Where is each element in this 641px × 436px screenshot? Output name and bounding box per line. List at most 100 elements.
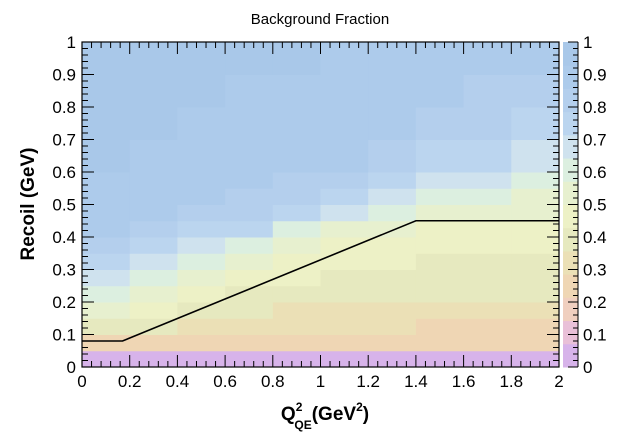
- heatmap-cell: [272, 285, 321, 303]
- heatmap-cell: [511, 74, 560, 108]
- heatmap-cell: [368, 269, 417, 287]
- heatmap-cell: [320, 318, 369, 335]
- heatmap-cell: [415, 334, 465, 352]
- colorbar-segment: [563, 65, 578, 89]
- heatmap-cell: [129, 172, 178, 189]
- heatmap-cell: [415, 107, 465, 140]
- heatmap-cell: [225, 204, 274, 222]
- heatmap-cell: [225, 42, 274, 75]
- heatmap-cell: [272, 237, 321, 254]
- heatmap-cell: [272, 139, 321, 173]
- heatmap-cell: [129, 237, 178, 254]
- heatmap-cell: [415, 42, 465, 75]
- x-axis-title-unit-close: ): [363, 404, 369, 425]
- colorbar-segment: [563, 204, 578, 229]
- heatmap-cell: [82, 74, 131, 108]
- colorbar-tick-label: 0.1: [583, 326, 607, 345]
- heatmap-cell: [463, 269, 512, 287]
- y-tick-label: 0.2: [52, 293, 76, 312]
- heatmap-cell: [177, 334, 226, 352]
- heatmap-cell: [272, 204, 321, 222]
- heatmap-cell: [415, 139, 465, 173]
- y-axis-ticks: 0 0.1 0.2 0.3 0.4 0.5 0.6 0.7 0.8 0.9 1: [52, 33, 559, 377]
- heatmap-cell: [511, 172, 560, 189]
- heatmap-cell: [368, 107, 417, 140]
- heatmap-cell: [177, 42, 226, 75]
- y-tick-label: 0.1: [52, 326, 76, 345]
- x-axis-title: Q2 QE(GeV2): [281, 400, 369, 432]
- heatmap-cell: [511, 253, 560, 270]
- heatmap-cell: [511, 350, 560, 368]
- x-tick-label: 0.6: [213, 372, 237, 391]
- x-axis-title-unit: (GeV: [312, 404, 357, 425]
- heatmap-cell: [272, 253, 321, 270]
- x-tick-label: 0: [77, 372, 86, 391]
- heatmap-cell: [225, 139, 274, 173]
- heatmap-cell: [320, 107, 369, 140]
- heatmap-cell: [225, 302, 274, 319]
- colorbar-tick-label: 0.8: [583, 98, 607, 117]
- heatmap-cell: [82, 318, 131, 335]
- heatmap-cell: [368, 74, 417, 108]
- heatmap-cell: [82, 237, 131, 254]
- y-tick-label: 0.8: [52, 98, 76, 117]
- colorbar-tick-label: 0.5: [583, 196, 607, 215]
- y-tick-label: 0.5: [52, 196, 76, 215]
- heatmap-cell: [129, 74, 178, 108]
- colorbar-tick-label: 1: [583, 33, 592, 52]
- heatmap-cell: [129, 334, 178, 352]
- x-tick-label: 0.2: [118, 372, 142, 391]
- heatmap-cell: [463, 334, 512, 352]
- heatmap-cell: [511, 188, 560, 205]
- heatmap-cell: [320, 74, 369, 108]
- heatmap-cell: [225, 285, 274, 303]
- heatmap-cell: [320, 139, 369, 173]
- heatmap-cell: [368, 204, 417, 222]
- heatmap-cell: [463, 188, 512, 205]
- y-tick-label: 1: [67, 33, 76, 52]
- heatmap-cell: [129, 204, 178, 222]
- x-axis-title-main: Q: [281, 404, 296, 425]
- heatmap-cell: [82, 139, 131, 173]
- heatmap-cell: [177, 107, 226, 140]
- heatmap-cell: [415, 285, 465, 303]
- heatmap-cell: [225, 188, 274, 205]
- x-tick-label: 0.8: [261, 372, 285, 391]
- heatmap-cell: [415, 172, 465, 189]
- colorbar-tick-label: 0.4: [583, 228, 607, 247]
- heatmap-cell: [415, 237, 465, 254]
- y-tick-label: 0.9: [52, 66, 76, 85]
- heatmap-cell: [368, 42, 417, 75]
- heatmap-cell: [129, 269, 178, 287]
- heatmap-cells: [82, 42, 560, 368]
- colorbar-segment: [563, 134, 578, 159]
- heatmap-cell: [415, 269, 465, 287]
- colorbar-tick-label: 0.7: [583, 131, 607, 150]
- heatmap-cell: [320, 172, 369, 189]
- heatmap-cell: [320, 269, 369, 287]
- heatmap-cell: [82, 285, 131, 303]
- heatmap-cell: [177, 318, 226, 335]
- heatmap-cell: [82, 42, 131, 75]
- x-axis-title-sup: 2: [296, 400, 303, 414]
- chart-title: Background Fraction: [251, 11, 389, 28]
- heatmap-cell: [177, 204, 226, 222]
- heatmap-cell: [272, 107, 321, 140]
- heatmap-cell: [272, 42, 321, 75]
- heatmap-cell: [225, 269, 274, 287]
- heatmap-cell: [511, 139, 560, 173]
- x-tick-label: 0.4: [166, 372, 190, 391]
- heatmap-cell: [177, 172, 226, 189]
- heatmap-cell: [368, 237, 417, 254]
- heatmap-cell: [463, 74, 512, 108]
- colorbar-segment: [563, 181, 578, 205]
- heatmap-cell: [463, 107, 512, 140]
- colorbar-tick-label: 0.9: [583, 66, 607, 85]
- heatmap-cell: [368, 139, 417, 173]
- heatmap-cell: [463, 318, 512, 335]
- heatmap-cell: [177, 253, 226, 270]
- x-axis-ticks: 0 0.2 0.4 0.6 0.8 1 1.2 1.4 1.6 1.8 2: [77, 42, 564, 391]
- heatmap-cell: [82, 253, 131, 270]
- colorbar-segment: [563, 227, 578, 252]
